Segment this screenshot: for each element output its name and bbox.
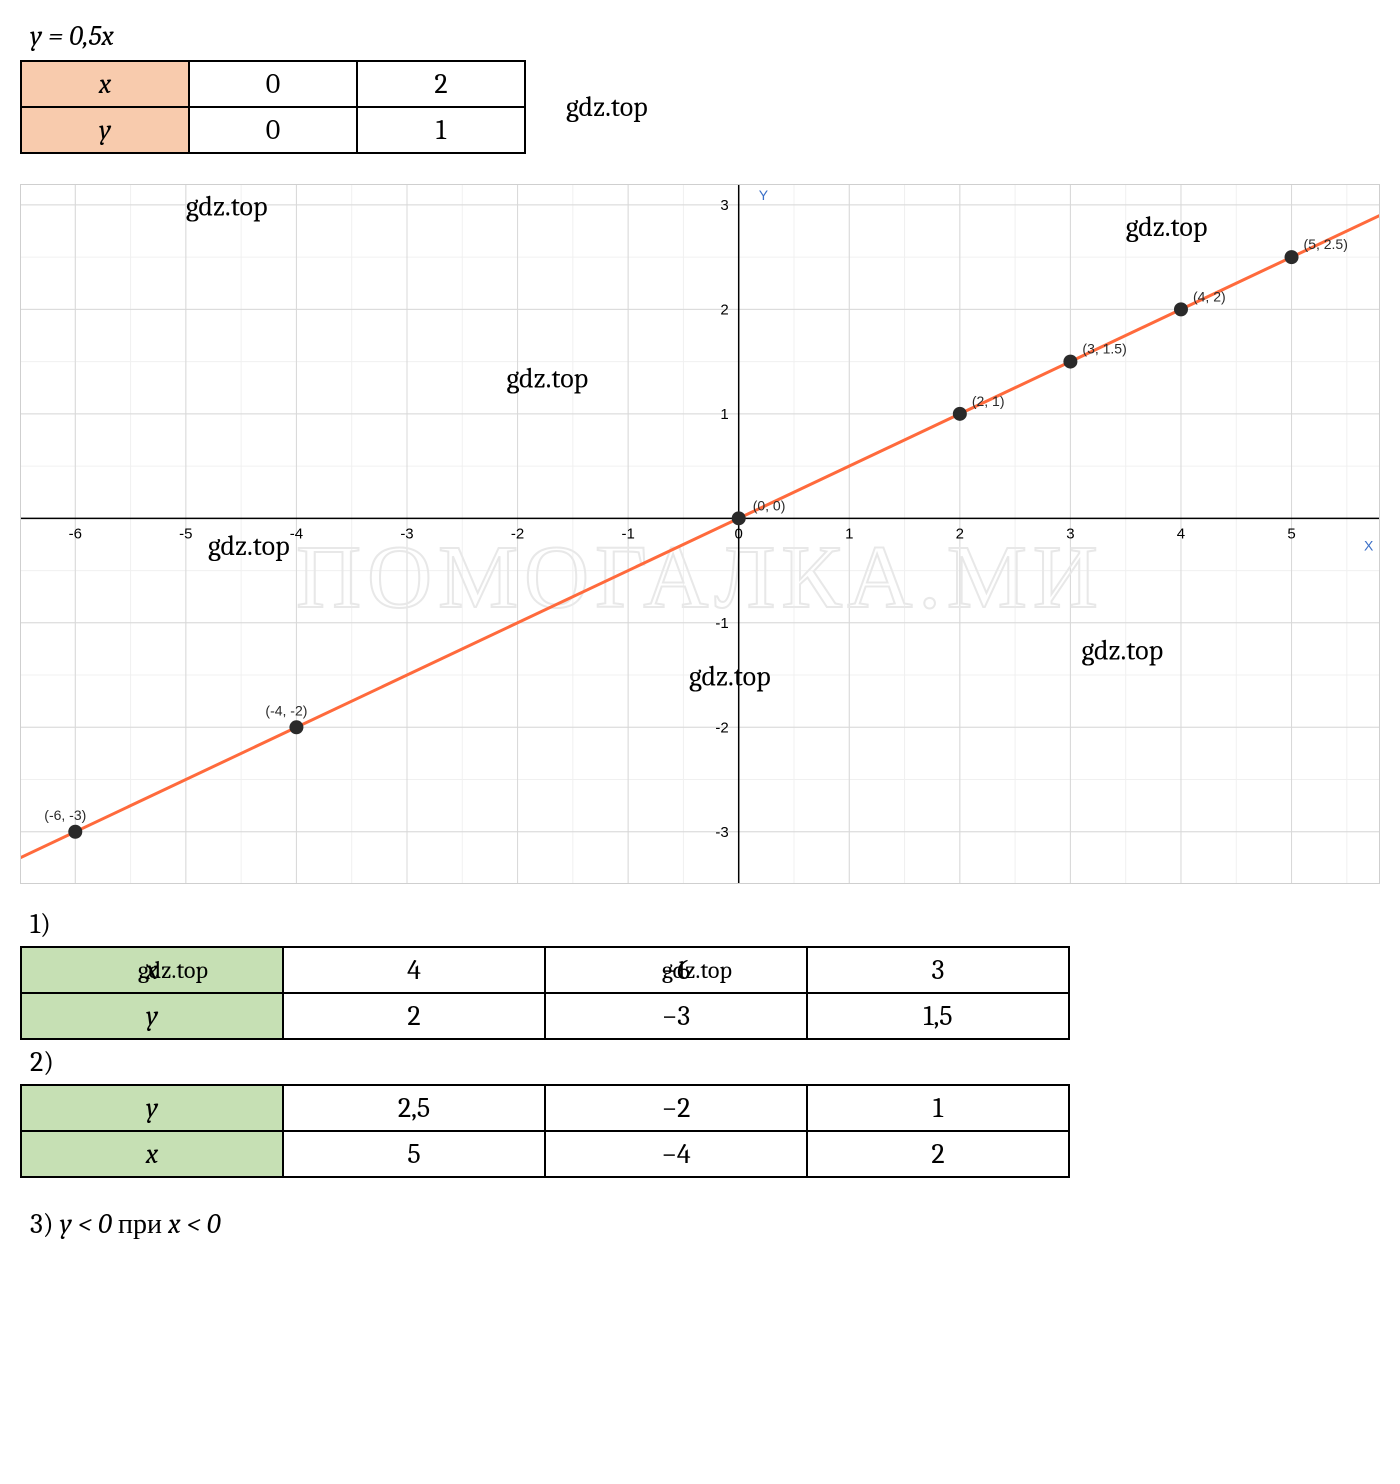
t1-r0-c1: 2 <box>357 61 525 107</box>
t1-r1-c0: 0 <box>189 107 357 153</box>
t1-r1-label: y <box>21 107 189 153</box>
table-2-wrap: x 4 −6 3 y 2 −3 1,5 gdz.topgdz.top <box>20 946 1070 1040</box>
top-row: x 0 2 y 0 1 gdz.top <box>20 60 1380 154</box>
svg-text:-1: -1 <box>621 525 634 542</box>
chart-container: ПОМОГАЛКА.МИ -6 -5 -4 -3 -2 -1 0 1 2 3 4 5 -3 -2 -1 1 2 3 Y… <box>20 184 1380 888</box>
svg-text:gdz.top: gdz.top <box>1126 211 1208 243</box>
svg-text:-1: -1 <box>715 615 728 632</box>
svg-text:5: 5 <box>1287 525 1295 542</box>
section-2-label: 2) <box>30 1046 1380 1078</box>
svg-text:3: 3 <box>1066 525 1074 542</box>
svg-text:-3: -3 <box>715 824 728 841</box>
svg-text:1: 1 <box>845 525 853 542</box>
answer-3-mid: при <box>112 1208 168 1240</box>
t3-r1-label: x <box>21 1131 283 1177</box>
equation: y = 0,5x <box>30 20 1380 52</box>
t2-r0-c2: 3 <box>807 947 1069 993</box>
answer-3-rhs: x < 0 <box>168 1208 220 1240</box>
t3-r0-c1: −2 <box>545 1085 807 1131</box>
svg-text:4: 4 <box>1177 525 1185 542</box>
t3-r0-label: y <box>21 1085 283 1131</box>
t1-r0-c0: 0 <box>189 61 357 107</box>
answer-3-lhs: y < 0 <box>60 1208 112 1240</box>
t3-r1-c0: 5 <box>283 1131 545 1177</box>
svg-text:ПОМОГАЛКА.МИ: ПОМОГАЛКА.МИ <box>296 528 1104 627</box>
t2-r1-c0: 2 <box>283 993 545 1039</box>
svg-text:(0, 0): (0, 0) <box>753 497 786 513</box>
section-1-label: 1) <box>30 908 1380 940</box>
svg-text:-2: -2 <box>715 719 728 736</box>
t2-r1-label: y <box>21 993 283 1039</box>
svg-text:gdz.top: gdz.top <box>1081 634 1163 666</box>
svg-text:(-4, -2): (-4, -2) <box>265 702 307 718</box>
svg-text:-6: -6 <box>69 525 82 542</box>
t1-r0-label: x <box>21 61 189 107</box>
t3-r0-c2: 1 <box>807 1085 1069 1131</box>
svg-text:2: 2 <box>720 301 728 318</box>
svg-text:(3, 1.5): (3, 1.5) <box>1082 341 1126 357</box>
svg-text:1: 1 <box>720 406 728 423</box>
equation-text: y = 0,5x <box>30 20 114 52</box>
svg-text:gdz.top: gdz.top <box>208 530 290 562</box>
svg-text:-3: -3 <box>400 525 413 542</box>
svg-text:X: X <box>1364 537 1374 553</box>
watermark-overlay: gdz.top <box>662 956 732 984</box>
t3-r0-c0: 2,5 <box>283 1085 545 1131</box>
answer-3-prefix: 3) <box>30 1208 60 1240</box>
site-label: gdz.top <box>566 91 648 123</box>
svg-text:-5: -5 <box>179 525 192 542</box>
svg-text:gdz.top: gdz.top <box>507 363 589 395</box>
t2-r0-c0: 4 <box>283 947 545 993</box>
svg-text:3: 3 <box>720 197 728 214</box>
svg-text:gdz.top: gdz.top <box>689 660 771 692</box>
svg-text:2: 2 <box>956 525 964 542</box>
t3-r1-c2: 2 <box>807 1131 1069 1177</box>
svg-text:(4, 2): (4, 2) <box>1193 288 1226 304</box>
t1-r1-c1: 1 <box>357 107 525 153</box>
svg-text:(5, 2.5): (5, 2.5) <box>1304 236 1348 252</box>
svg-text:(-6, -3): (-6, -3) <box>44 807 86 823</box>
t3-r1-c1: −4 <box>545 1131 807 1177</box>
svg-text:0: 0 <box>735 525 743 542</box>
answer-3: 3) y < 0 при x < 0 <box>30 1208 1380 1241</box>
t2-r1-c1: −3 <box>545 993 807 1039</box>
svg-text:Y: Y <box>759 187 769 203</box>
chart-svg: ПОМОГАЛКА.МИ -6 -5 -4 -3 -2 -1 0 1 2 3 4 5 -3 -2 -1 1 2 3 Y… <box>20 184 1380 884</box>
t2-r1-c2: 1,5 <box>807 993 1069 1039</box>
svg-text:-4: -4 <box>290 525 303 542</box>
watermark-overlay: gdz.top <box>138 956 208 984</box>
svg-text:(2, 1): (2, 1) <box>972 393 1005 409</box>
svg-text:-2: -2 <box>511 525 524 542</box>
table-1: x 0 2 y 0 1 <box>20 60 526 154</box>
svg-text:gdz.top: gdz.top <box>186 190 268 222</box>
table-3: y 2,5 −2 1 x 5 −4 2 <box>20 1084 1070 1178</box>
